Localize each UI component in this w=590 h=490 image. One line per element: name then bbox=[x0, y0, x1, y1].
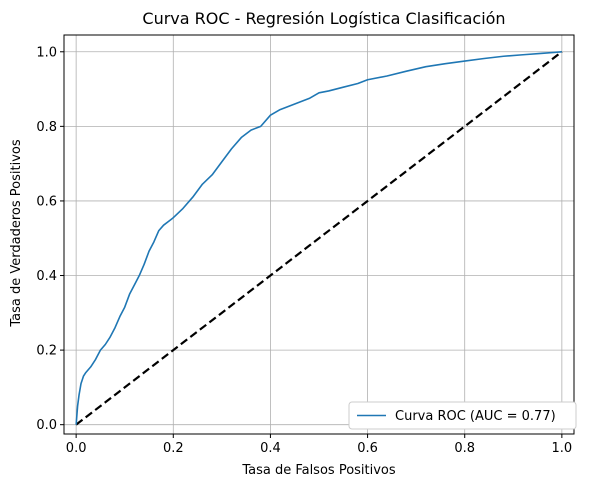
x-tick-label: 0.8 bbox=[454, 441, 475, 456]
random-classifier-line bbox=[75, 50, 563, 426]
chart-title: Curva ROC - Regresión Logística Clasific… bbox=[142, 9, 505, 28]
x-axis-label: Tasa de Falsos Positivos bbox=[241, 463, 396, 478]
legend: Curva ROC (AUC = 0.77) bbox=[348, 401, 577, 430]
y-axis-label: Tasa de Verdaderos Positivos bbox=[9, 139, 24, 327]
plot-frame bbox=[63, 34, 575, 435]
legend-label-roc: Curva ROC (AUC = 0.77) bbox=[395, 409, 556, 424]
y-tick-label: 0.2 bbox=[36, 344, 57, 359]
y-tick-label: 0.6 bbox=[36, 194, 57, 209]
axis-ticks: 0.0 0.2 0.4 0.6 0.8 1.0 0.0 0.2 0.4 0.6 0.8 1.0 bbox=[36, 45, 572, 456]
y-tick-label: 0.0 bbox=[36, 418, 57, 433]
x-tick-label: 0.2 bbox=[163, 441, 184, 456]
y-tick-label: 1.0 bbox=[36, 45, 57, 60]
series-layer bbox=[75, 50, 563, 426]
x-tick-label: 0.4 bbox=[260, 441, 281, 456]
x-tick-label: 0.0 bbox=[66, 441, 87, 456]
x-tick-label: 0.6 bbox=[357, 441, 378, 456]
legend-box bbox=[348, 401, 577, 430]
y-tick-label: 0.8 bbox=[36, 120, 57, 135]
grid-lines bbox=[64, 35, 574, 434]
roc-curve-line bbox=[75, 50, 562, 425]
x-tick-label: 1.0 bbox=[552, 441, 573, 456]
y-tick-label: 0.4 bbox=[36, 269, 57, 284]
